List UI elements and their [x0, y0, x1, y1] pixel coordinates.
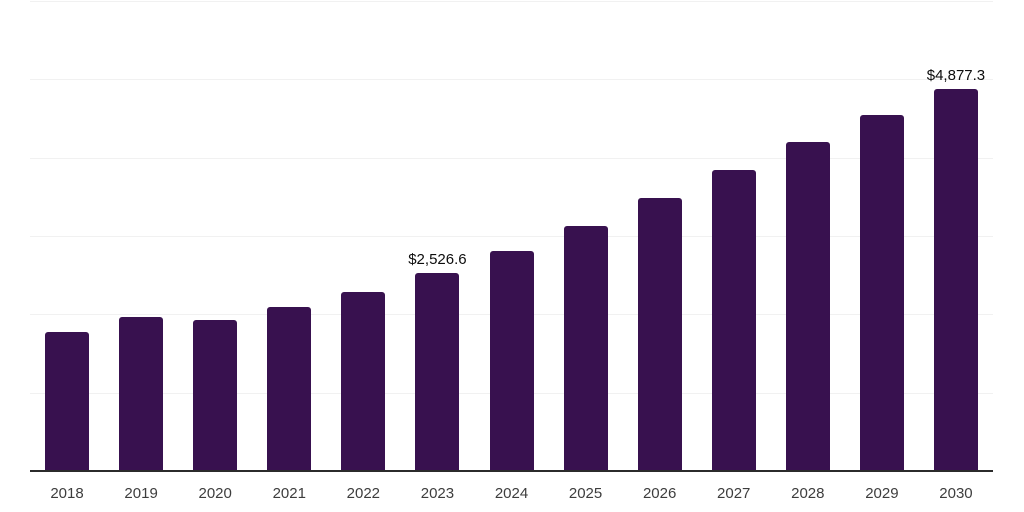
gridline-3000	[30, 236, 993, 237]
bar-2029	[859, 115, 904, 471]
x-tick-label-2030: 2030	[939, 485, 973, 502]
x-tick-label-2029: 2029	[865, 485, 899, 502]
bar-2027	[711, 169, 756, 471]
x-tick-label-2024: 2024	[494, 485, 529, 502]
bar-2023	[415, 273, 460, 471]
bar-2025	[563, 225, 608, 471]
x-axis-line	[30, 469, 993, 472]
bar-2030	[933, 88, 978, 471]
x-tick-label-2028: 2028	[791, 485, 825, 502]
bar-2026	[637, 198, 682, 471]
bar-2021	[267, 307, 312, 471]
bar-2024	[489, 250, 534, 471]
x-tick-label-2025: 2025	[568, 485, 603, 502]
bar-2018	[45, 332, 90, 471]
x-tick-label-2027: 2027	[717, 485, 751, 502]
x-tick-label-2018: 2018	[50, 485, 84, 502]
bar-2020	[193, 319, 238, 471]
bar-2028	[785, 142, 830, 471]
gridline-6000	[30, 0, 993, 2]
gridline-4000	[30, 157, 993, 159]
gridline-5000	[30, 79, 993, 81]
bar-value-label-2030: $4,877.3	[926, 66, 986, 84]
x-tick-label-2023: 2023	[420, 485, 455, 502]
bar-2019	[119, 317, 164, 471]
x-tick-label-2022: 2022	[346, 485, 381, 502]
bar-2022	[341, 292, 386, 471]
x-tick-label-2020: 2020	[198, 485, 232, 502]
bar-value-label-2023: $2,526.6	[408, 251, 467, 269]
x-tick-label-2026: 2026	[642, 485, 677, 502]
x-tick-label-2019: 2019	[124, 485, 158, 502]
x-tick-label-2021: 2021	[272, 485, 306, 502]
